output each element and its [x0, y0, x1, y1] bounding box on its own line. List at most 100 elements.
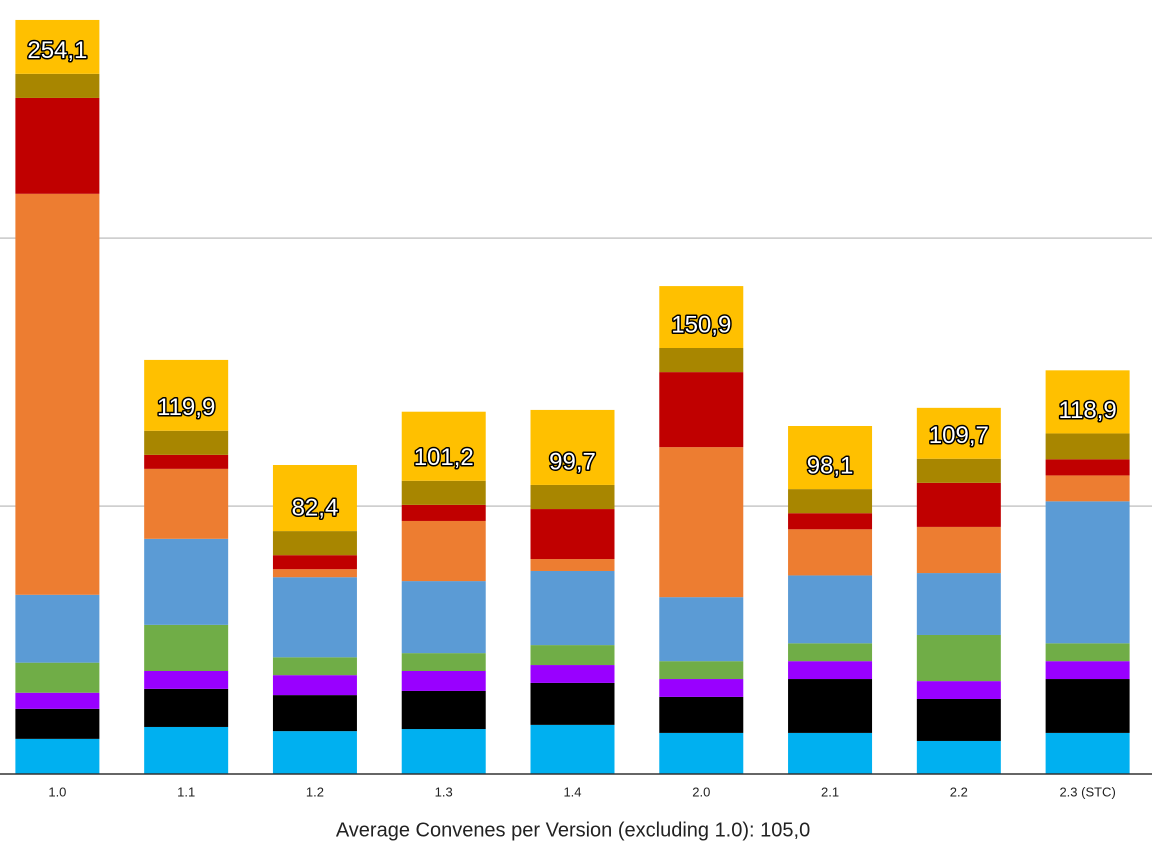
bar-segment	[401, 670, 486, 691]
bar-segment	[15, 738, 100, 774]
total-label: 98,1	[807, 452, 854, 479]
x-axis-title: Average Convenes per Version (excluding …	[336, 819, 810, 841]
bar-segment	[272, 675, 357, 696]
bar-segment	[1045, 501, 1130, 644]
x-tick-label: 2.0	[692, 784, 710, 799]
bar-segment	[659, 696, 744, 733]
bar-segment	[530, 484, 615, 510]
bar-segment	[659, 732, 744, 774]
bar-segment	[530, 570, 615, 646]
bar-segment	[15, 662, 100, 693]
bar-segment	[1045, 679, 1130, 733]
bar-segment	[144, 670, 229, 689]
bar-segment	[530, 645, 615, 666]
x-tick-label: 1.4	[563, 784, 581, 799]
x-tick-label: 2.1	[821, 784, 839, 799]
bar-segment	[401, 504, 486, 521]
total-label: 82,4	[292, 494, 339, 521]
bar-segment	[144, 726, 229, 774]
bar-segment	[15, 73, 100, 98]
bar-segment	[401, 581, 486, 654]
bar-segment	[1045, 732, 1130, 774]
bar-segment	[272, 695, 357, 732]
bar-segment	[272, 555, 357, 570]
bar-segment	[1045, 459, 1130, 476]
bar-segment	[1045, 643, 1130, 662]
bar-segment	[916, 407, 1001, 459]
x-tick-label: 1.3	[435, 784, 453, 799]
bar-segment	[15, 708, 100, 739]
bar-segment	[1045, 475, 1130, 502]
bar-segment	[272, 731, 357, 774]
x-tick-label: 1.0	[48, 784, 66, 799]
bar-segment	[788, 661, 873, 680]
bar-segment	[15, 594, 100, 663]
bar-segment	[916, 458, 1001, 483]
bar-segment	[401, 480, 486, 505]
bar-segment	[530, 724, 615, 774]
bar-segment	[530, 509, 615, 560]
bar-segment	[530, 682, 615, 725]
bar-segment	[788, 575, 873, 644]
bar-segment	[401, 520, 486, 582]
bar-segment	[530, 665, 615, 683]
total-label: 150,9	[671, 311, 731, 338]
total-label: 99,7	[549, 448, 596, 475]
bar-segment	[15, 692, 100, 709]
bar-segment	[144, 688, 229, 727]
bar-segment	[144, 359, 229, 431]
x-tick-label: 2.3 (STC)	[1059, 784, 1115, 799]
bar-segment	[15, 193, 100, 595]
bar-segment	[272, 569, 357, 578]
bar-segment	[916, 681, 1001, 699]
bar-segment	[659, 661, 744, 680]
x-tick-label: 1.1	[177, 784, 195, 799]
bar-segment	[401, 690, 486, 730]
bar-segment	[659, 348, 744, 373]
bar-segment	[530, 559, 615, 571]
bar-segment	[659, 679, 744, 697]
bar-segment	[659, 447, 744, 598]
bar-segment	[788, 732, 873, 774]
total-label: 119,9	[157, 394, 215, 421]
bar-segment	[916, 482, 1001, 527]
bar-segment	[144, 624, 229, 671]
x-tick-label: 2.2	[950, 784, 968, 799]
bar-segment	[788, 529, 873, 576]
bar-segment	[401, 653, 486, 671]
bar-segment	[916, 573, 1001, 635]
bar-segment	[15, 97, 100, 194]
bar-segment	[1045, 661, 1130, 680]
x-tick-label: 1.2	[306, 784, 324, 799]
bar-segment	[788, 513, 873, 530]
total-label: 101,2	[414, 444, 474, 471]
bar-segment	[401, 729, 486, 774]
bar-segment	[788, 643, 873, 662]
bar-segment	[659, 372, 744, 448]
bar-segment	[15, 19, 100, 74]
bar-segment	[916, 740, 1001, 774]
bar-segment	[916, 698, 1001, 741]
bar-segment	[659, 286, 744, 349]
bar-segment	[788, 489, 873, 514]
bar-segment	[659, 597, 744, 662]
bar-segment	[916, 634, 1001, 682]
bar-segment	[1045, 370, 1130, 434]
bar-segment	[144, 454, 229, 469]
bar-segment	[272, 464, 357, 532]
bar-segment	[144, 430, 229, 455]
bar-segment	[144, 468, 229, 539]
total-label: 118,9	[1058, 397, 1116, 424]
bar-segment	[530, 409, 615, 485]
bar-segment	[144, 538, 229, 625]
bar-segment	[272, 657, 357, 676]
bar-segment	[788, 425, 873, 490]
total-label: 109,7	[929, 422, 989, 449]
bar-segment	[788, 679, 873, 733]
bar-segment	[272, 577, 357, 658]
bar-segment	[916, 526, 1001, 574]
bar-segment	[1045, 433, 1130, 460]
bar-segment	[401, 411, 486, 481]
total-label: 254,1	[27, 37, 87, 64]
